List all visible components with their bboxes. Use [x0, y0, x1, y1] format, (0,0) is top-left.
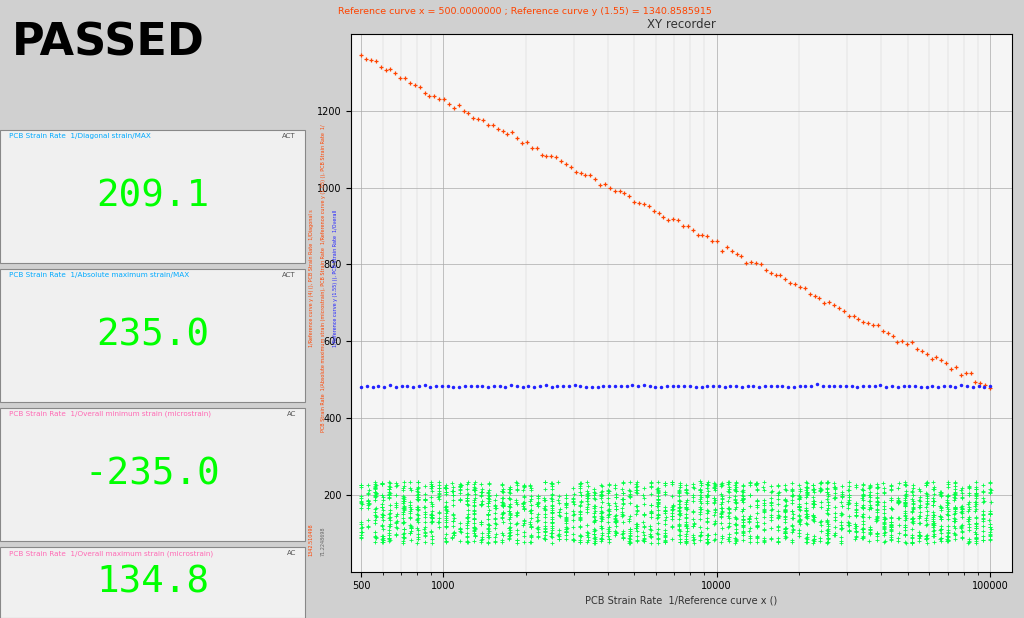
- Text: 134.8: 134.8: [96, 564, 209, 601]
- Text: 1/Reference curve y (4) (), PCB Strain Rate  1/Diagonal s: 1/Reference curve y (4) (), PCB Strain R…: [309, 210, 313, 347]
- Bar: [0, 547, 305, 618]
- Text: AC: AC: [287, 550, 296, 556]
- Text: ACT: ACT: [283, 272, 296, 278]
- Text: 71.2248698: 71.2248698: [322, 527, 326, 556]
- Text: 235.0: 235.0: [96, 317, 209, 353]
- X-axis label: PCB Strain Rate  1/Reference curve x (): PCB Strain Rate 1/Reference curve x (): [586, 596, 777, 606]
- Text: AC: AC: [287, 411, 296, 417]
- Text: ACT: ACT: [283, 133, 296, 139]
- Text: PCB Strain Rate  1/Diagonal strain/MAX: PCB Strain Rate 1/Diagonal strain/MAX: [9, 133, 151, 139]
- Text: PCB Strain Rate  1/Overall maximum strain (microstrain): PCB Strain Rate 1/Overall maximum strain…: [9, 550, 213, 557]
- Bar: [0, 269, 305, 402]
- Bar: [0, 130, 305, 263]
- Text: 1/Reference curve y (1.55) (), PCB Strain Rate  1/Overall: 1/Reference curve y (1.55) (), PCB Strai…: [334, 210, 338, 347]
- Title: XY recorder: XY recorder: [647, 19, 716, 32]
- Text: PASSED: PASSED: [12, 22, 205, 65]
- Text: Reference curve x = 500.0000000 ; Reference curve y (1.55) = 1340.8585915: Reference curve x = 500.0000000 ; Refere…: [338, 7, 712, 17]
- Bar: [0, 408, 305, 541]
- Text: PCB Strain Rate  1/Absolute maximum strain (microstrain), PCB Strain Rate  1/Ref: PCB Strain Rate 1/Absolute maximum strai…: [322, 124, 326, 432]
- Text: 1342.510498: 1342.510498: [309, 523, 313, 556]
- Text: 209.1: 209.1: [96, 178, 209, 214]
- Text: PCB Strain Rate  1/Overall minimum strain (microstrain): PCB Strain Rate 1/Overall minimum strain…: [9, 411, 211, 418]
- Text: PCB Strain Rate  1/Absolute maximum strain/MAX: PCB Strain Rate 1/Absolute maximum strai…: [9, 272, 189, 278]
- Text: -235.0: -235.0: [85, 456, 220, 493]
